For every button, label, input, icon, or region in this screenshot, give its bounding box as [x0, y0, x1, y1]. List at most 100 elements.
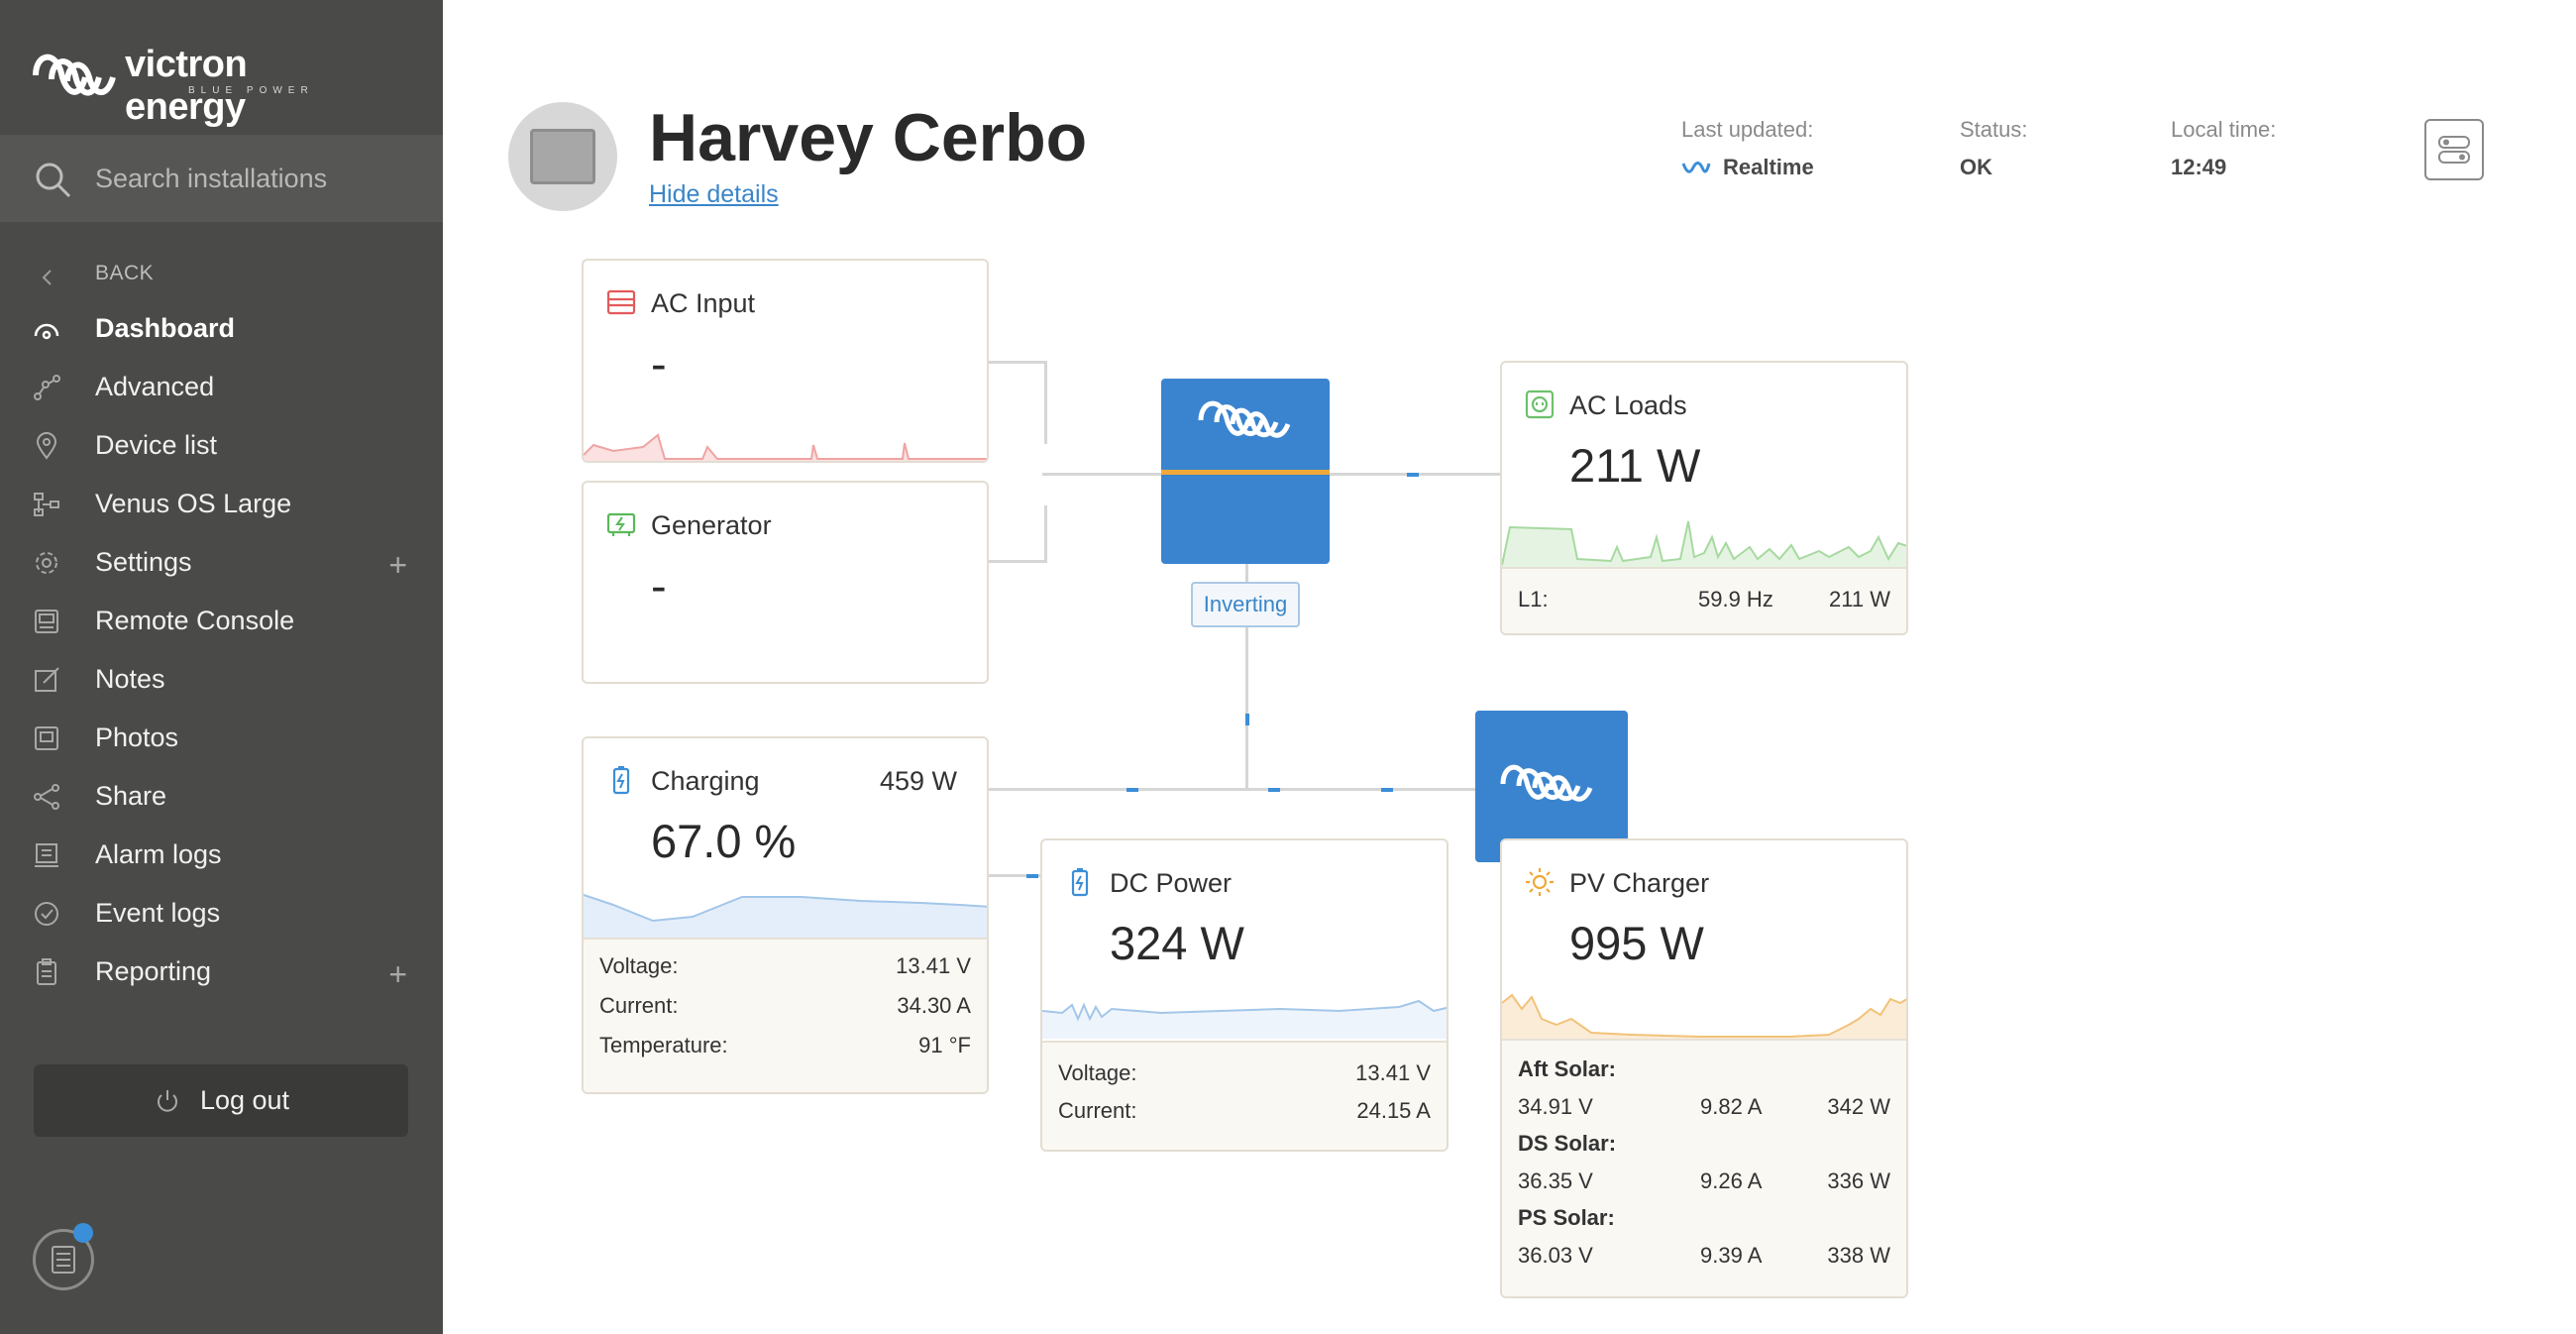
connector-line: [988, 560, 1047, 563]
pv-array-voltage: 36.35 V: [1518, 1168, 1593, 1193]
ac-loads-card[interactable]: AC Loads 211 W L1: 59.9 Hz 211 W: [1500, 361, 1908, 635]
sidebar-item-reporting[interactable]: Reporting +: [0, 943, 443, 1001]
pv-array-name-row: Aft Solar:: [1518, 1056, 1890, 1086]
sidebar-item-label: Alarm logs: [95, 839, 222, 869]
ac-input-icon: [606, 289, 636, 315]
solar-charger-box[interactable]: [1475, 711, 1628, 862]
logout-button[interactable]: Log out: [34, 1064, 408, 1137]
last-updated-value-row: Realtime: [1681, 155, 1814, 180]
victron-mppt-icon: [1500, 764, 1593, 802]
sidebar-item-device-list[interactable]: Device list: [0, 416, 443, 475]
pv-array-values-row: 36.35 V 9.26 A 336 W: [1518, 1168, 1890, 1198]
sidebar-item-alarm-logs[interactable]: Alarm logs: [0, 826, 443, 884]
battery-voltage-row: Voltage: 13.41 V: [599, 953, 971, 983]
current-label: Current:: [1058, 1098, 1137, 1123]
search-input[interactable]: [95, 157, 422, 200]
voltage-label: Voltage:: [1058, 1060, 1137, 1085]
hide-details-link[interactable]: Hide details: [649, 180, 779, 208]
battery-temperature-row: Temperature: 91 °F: [599, 1033, 971, 1062]
pv-array-power: 338 W: [1827, 1243, 1890, 1268]
expand-settings-icon[interactable]: +: [388, 547, 407, 583]
toggle-switch-icon: [2438, 136, 2470, 164]
dc-voltage: 13.41 V: [1355, 1060, 1431, 1085]
flow-marker: [1127, 788, 1138, 792]
victron-logo[interactable]: victron energy BLUE POWER: [30, 44, 357, 128]
sidebar-item-label: Venus OS Large: [95, 489, 292, 518]
brand-tagline: BLUE POWER: [188, 85, 314, 96]
sidebar-item-advanced[interactable]: Advanced: [0, 358, 443, 416]
ac-loads-title: AC Loads: [1569, 390, 1687, 420]
local-time: Local time: 12:49: [2171, 117, 2276, 180]
brand-name: victron energy: [125, 44, 248, 128]
sidebar-item-remote-console[interactable]: Remote Console: [0, 592, 443, 650]
battery-temperature: 91 °F: [918, 1033, 971, 1057]
sidebar-item-label: Share: [95, 781, 167, 811]
expand-reporting-icon[interactable]: +: [388, 956, 407, 992]
battery-sparkline: [584, 894, 987, 939]
flow-marker: [1026, 874, 1038, 878]
victron-inverter-icon: [1198, 400, 1291, 438]
sidebar-item-settings[interactable]: Settings +: [0, 533, 443, 592]
sidebar-item-dashboard[interactable]: Dashboard: [0, 299, 443, 358]
status-label: Status:: [1960, 117, 2028, 142]
status-value: OK: [1960, 155, 1992, 179]
sidebar: victron energy BLUE POWER BACK Dashboard: [0, 0, 443, 1334]
share-icon: [34, 784, 59, 810]
network-icon: [34, 493, 59, 516]
pv-array-current: 9.82 A: [1700, 1094, 1763, 1119]
battery-title: Charging: [651, 766, 760, 796]
pv-array-power: 342 W: [1827, 1094, 1890, 1119]
dc-power-icon: [1071, 868, 1089, 897]
l1-label: L1:: [1518, 587, 1549, 611]
connector-line: [988, 874, 1040, 877]
device-avatar: [508, 102, 617, 211]
dc-power-details: Voltage: 13.41 V Current: 24.15 A: [1042, 1041, 1447, 1150]
ac-loads-sparkline: [1502, 520, 1906, 569]
sidebar-item-venus-os-large[interactable]: Venus OS Large: [0, 475, 443, 533]
battery-card[interactable]: Charging 459 W 67.0 % Voltage: 13.41 V C…: [582, 736, 989, 1094]
ac-loads-value: 211 W: [1569, 439, 1701, 492]
sidebar-item-event-logs[interactable]: Event logs: [0, 884, 443, 943]
realtime-wave-icon: [1681, 162, 1711, 173]
battery-current-row: Current: 34.30 A: [599, 993, 971, 1023]
chevron-left-icon: [42, 270, 52, 285]
sidebar-nav: BACK Dashboard Advanced De: [0, 248, 443, 1001]
remote-console-icon: [35, 610, 58, 633]
status: Status: OK: [1960, 117, 2027, 180]
sidebar-item-photos[interactable]: Photos: [0, 709, 443, 767]
page-title: Harvey Cerbo: [649, 100, 1088, 175]
ac-input-card[interactable]: AC Input -: [582, 259, 989, 463]
l1-frequency: 59.9 Hz: [1698, 587, 1773, 611]
advanced-icon: [34, 375, 60, 400]
pv-array-voltage: 34.91 V: [1518, 1094, 1593, 1119]
generator-title: Generator: [651, 510, 772, 540]
sidebar-item-notes[interactable]: Notes: [0, 650, 443, 709]
battery-icon: [612, 766, 630, 795]
generator-card[interactable]: Generator -: [582, 481, 989, 684]
notes-widget-button[interactable]: [33, 1229, 94, 1290]
pencil-icon: [35, 667, 59, 692]
power-icon: [157, 1089, 177, 1112]
generator-value: -: [651, 559, 667, 611]
local-time-value: 12:49: [2171, 155, 2227, 179]
flow-marker: [1407, 473, 1419, 477]
sidebar-item-share[interactable]: Share: [0, 767, 443, 826]
inverter-charger-box[interactable]: [1161, 379, 1330, 564]
pv-array-power: 336 W: [1827, 1168, 1890, 1193]
battery-details: Voltage: 13.41 V Current: 34.30 A Temper…: [584, 938, 987, 1092]
pv-array-values-row: 34.91 V 9.82 A 342 W: [1518, 1094, 1890, 1124]
cerbo-device-icon: [530, 129, 595, 184]
alarm-log-icon: [35, 843, 58, 867]
back-link[interactable]: BACK: [0, 248, 443, 299]
connector-line: [1044, 505, 1047, 563]
pv-array-name: DS Solar:: [1518, 1131, 1617, 1156]
dc-power-card[interactable]: DC Power 324 W Voltage: 13.41 V Current:…: [1040, 838, 1449, 1152]
flow-marker: [1381, 788, 1393, 792]
sidebar-item-label: Device list: [95, 430, 218, 460]
pv-charger-card[interactable]: PV Charger 995 W Aft Solar: 34.91 V 9.82…: [1500, 838, 1908, 1298]
current-label: Current:: [599, 993, 679, 1018]
event-log-icon: [35, 902, 58, 926]
view-toggle-button[interactable]: [2424, 119, 2484, 180]
pv-charger-title: PV Charger: [1569, 868, 1710, 898]
temperature-label: Temperature:: [599, 1033, 728, 1057]
